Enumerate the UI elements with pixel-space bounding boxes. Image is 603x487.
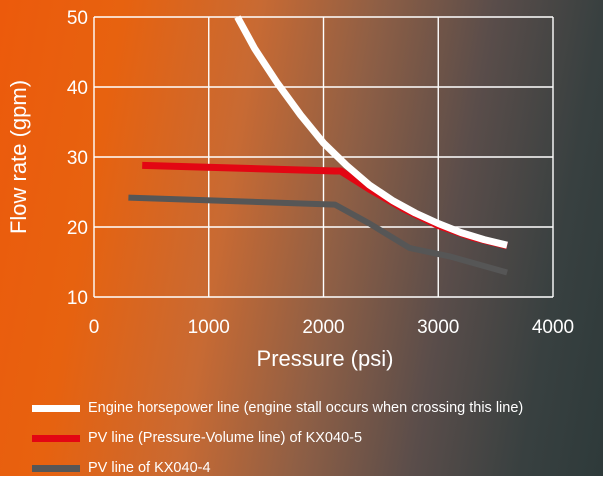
x-tick-label: 1000: [188, 317, 230, 338]
legend-label: PV line (Pressure-Volume line) of KX040-…: [88, 430, 363, 446]
series-line-2: [128, 194, 508, 276]
series-lines: [128, 15, 508, 276]
y-axis-title: Flow rate (gpm): [6, 80, 31, 234]
line-chart: 10 20 30 40 50 0 1000 2000 3000 4000 Pressure (p…: [6, 8, 574, 371]
y-tick-label: 20: [67, 218, 88, 239]
x-tick-label: 0: [89, 317, 100, 338]
chart-figure: 10 20 30 40 50 0 1000 2000 3000 4000 Pressure (p…: [0, 0, 603, 476]
y-tick-label: 30: [67, 148, 88, 169]
x-tick-labels: 0 1000 2000 3000 4000: [89, 317, 574, 338]
legend-item-engine-horsepower: Engine horsepower line (engine stall occ…: [32, 397, 523, 419]
legend-swatch: [32, 464, 80, 472]
y-tick-label: 40: [67, 78, 88, 99]
legend-swatch: [32, 434, 80, 442]
legend-label: Engine horsepower line (engine stall occ…: [88, 400, 524, 416]
legend-item-kx040-5: PV line (Pressure-Volume line) of KX040-…: [32, 427, 523, 449]
y-tick-label: 10: [67, 288, 88, 309]
x-tick-label: 4000: [532, 317, 574, 338]
grid-lines: [93, 16, 554, 298]
legend-item-kx040-4: PV line of KX040-4: [32, 457, 523, 479]
x-axis-title: Pressure (psi): [257, 346, 394, 371]
x-tick-label: 2000: [302, 317, 344, 338]
y-tick-label: 50: [67, 8, 88, 29]
x-tick-label: 3000: [417, 317, 459, 338]
legend-label: PV line of KX040-4: [88, 460, 211, 476]
legend: Engine horsepower line (engine stall occ…: [32, 397, 523, 487]
legend-swatch: [32, 404, 80, 412]
y-tick-labels: 10 20 30 40 50: [67, 8, 88, 309]
series-line-0: [234, 15, 508, 249]
